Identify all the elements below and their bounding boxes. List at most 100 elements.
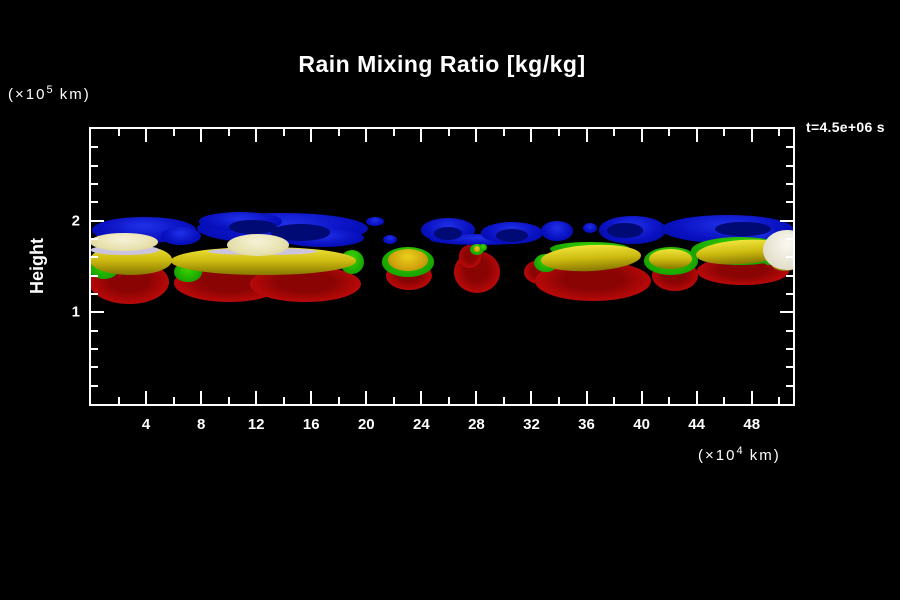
x-tick-label: 8 — [196, 416, 206, 433]
y-minor-tick — [91, 274, 98, 277]
y-minor-tick — [786, 293, 793, 295]
x-tick-label: 40 — [633, 416, 650, 433]
x-major-tick — [640, 391, 643, 404]
y-major-tick — [91, 311, 104, 314]
x-minor-tick — [778, 129, 781, 136]
x-major-tick — [695, 129, 698, 142]
contour-blob-navy — [715, 221, 772, 237]
contour-blob-navy — [270, 224, 331, 241]
y-unit-exponent: 5 — [46, 84, 54, 96]
contour-blob-navy — [228, 219, 277, 235]
y-unit-prefix: (×10 — [8, 86, 47, 103]
x-minor-tick — [392, 129, 395, 136]
x-major-tick — [310, 391, 313, 404]
x-minor-tick — [172, 397, 175, 404]
x-minor-tick — [227, 129, 230, 136]
y-minor-tick — [786, 183, 793, 185]
x-major-tick — [420, 391, 423, 404]
contour-blob-blue — [430, 234, 530, 246]
y-minor-tick — [786, 274, 793, 277]
contour-blob-yellow — [648, 249, 693, 270]
contour-blob-navy — [606, 223, 643, 239]
contour-blob-green — [479, 243, 487, 251]
x-tick-label: 12 — [247, 416, 265, 433]
y-major-tick — [91, 219, 104, 222]
x-tick-label: 32 — [523, 416, 540, 433]
contour-blob-navy — [495, 228, 528, 242]
y-major-tick — [780, 219, 793, 222]
contour-blob-blue — [383, 235, 398, 245]
chart-title: Rain Mixing Ratio [kg/kg] — [298, 51, 586, 77]
x-minor-tick — [337, 129, 340, 136]
x-tick-label: 36 — [578, 416, 595, 433]
x-major-tick — [310, 129, 313, 142]
y-tick-label: 2 — [71, 212, 80, 230]
y-minor-tick — [786, 201, 793, 204]
y-minor-tick — [91, 201, 98, 204]
y-axis-unit-label: (×105 km) — [8, 84, 91, 103]
x-major-tick — [530, 391, 533, 404]
x-minor-tick — [117, 397, 120, 404]
x-tick-label: 20 — [357, 416, 375, 433]
y-minor-tick — [91, 348, 98, 350]
x-major-tick — [695, 391, 698, 404]
y-minor-tick — [91, 329, 98, 332]
x-minor-tick — [337, 397, 340, 404]
contour-blob-blue — [540, 220, 573, 241]
x-tick-label: 4 — [141, 416, 151, 433]
contour-blob-blue — [160, 227, 201, 246]
x-minor-tick — [668, 129, 671, 136]
time-annotation: t=4.5e+06 s — [806, 119, 885, 135]
x-major-tick — [750, 391, 753, 404]
x-tick-label: 44 — [688, 416, 705, 433]
x-major-tick — [255, 129, 258, 142]
y-major-tick — [780, 311, 793, 314]
y-minor-tick — [786, 348, 793, 350]
x-major-tick — [420, 129, 423, 142]
x-major-tick — [585, 129, 588, 142]
y-minor-tick — [91, 256, 98, 259]
contour-blob-blue — [366, 217, 385, 227]
x-tick-label: 28 — [468, 416, 485, 433]
contour-blob-amber — [388, 249, 429, 272]
x-major-tick — [145, 129, 148, 142]
y-minor-tick — [786, 256, 793, 259]
x-minor-tick — [502, 397, 505, 404]
x-minor-tick — [558, 397, 560, 404]
y-minor-tick — [91, 164, 98, 167]
y-minor-tick — [786, 164, 793, 167]
x-minor-tick — [282, 129, 285, 136]
x-major-tick — [530, 129, 533, 142]
x-minor-tick — [558, 129, 560, 136]
x-major-tick — [475, 391, 478, 404]
x-major-tick — [365, 391, 368, 404]
y-minor-tick — [786, 146, 793, 149]
x-minor-tick — [172, 129, 175, 136]
y-minor-tick — [786, 384, 793, 387]
y-minor-tick — [91, 146, 98, 149]
x-minor-tick — [447, 129, 450, 136]
x-minor-tick — [502, 129, 505, 136]
x-major-tick — [365, 129, 368, 142]
x-tick-label: 48 — [743, 416, 761, 433]
contour-blob-white — [763, 229, 793, 271]
contour-blob-amber — [473, 246, 481, 252]
contour-blob-navy — [434, 227, 462, 240]
x-minor-tick — [447, 397, 450, 404]
y-tick-label: 1 — [71, 303, 80, 321]
x-minor-tick — [668, 397, 671, 404]
y-minor-tick — [91, 183, 98, 185]
contour-blob-cream — [91, 232, 158, 251]
x-major-tick — [145, 391, 148, 404]
y-minor-tick — [91, 366, 98, 369]
y-unit-suffix: km) — [53, 86, 91, 103]
contour-blob-blue — [582, 223, 597, 233]
x-minor-tick — [723, 397, 726, 404]
contour-blob-cream — [226, 233, 289, 256]
x-major-tick — [475, 129, 478, 142]
y-minor-tick — [91, 293, 98, 295]
x-minor-tick — [117, 129, 120, 136]
x-major-tick — [200, 391, 203, 404]
y-minor-tick — [786, 238, 793, 240]
